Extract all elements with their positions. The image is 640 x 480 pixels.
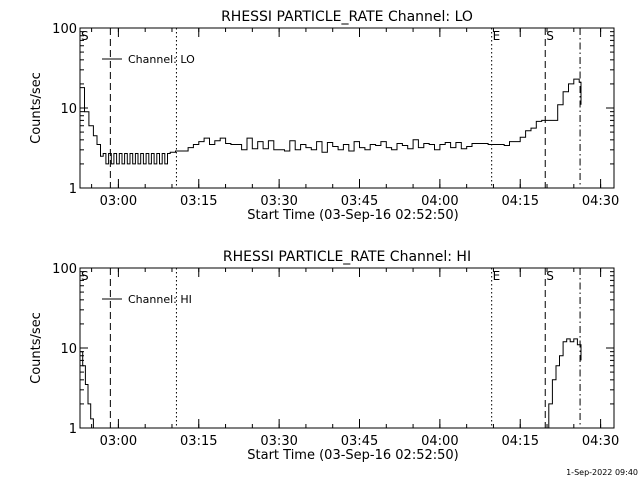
x-tick-label: 04:30 — [582, 194, 619, 209]
legend-entry: Channel: LO — [128, 53, 195, 66]
series-line — [80, 78, 582, 165]
x-tick-label: 04:15 — [502, 434, 539, 449]
series-line — [80, 351, 94, 428]
x-tick-label: 04:00 — [421, 434, 458, 449]
x-tick-label: 03:00 — [100, 434, 137, 449]
y-tick-label: 10 — [60, 102, 77, 117]
x-tick-label: 03:30 — [260, 194, 297, 209]
y-axis-label: Counts/sec — [29, 72, 44, 144]
y-tick-label: 1 — [69, 182, 77, 197]
x-axis-label: Start Time (03-Sep-16 02:52:50) — [247, 208, 458, 223]
x-tick-label: 04:00 — [421, 194, 458, 209]
marker-label: S — [81, 29, 89, 43]
y-tick-label: 1 — [69, 422, 77, 437]
marker-label: S — [546, 269, 554, 283]
x-tick-label: 03:15 — [180, 194, 217, 209]
marker-label: S — [546, 29, 554, 43]
x-tick-label: 04:30 — [582, 434, 619, 449]
chart-title: RHESSI PARTICLE_RATE Channel: HI — [223, 249, 471, 265]
marker-label: E — [493, 29, 501, 43]
footer-timestamp: 1-Sep-2022 09:40 — [566, 468, 638, 477]
series-line — [548, 338, 582, 428]
legend-entry: Channel: HI — [128, 293, 192, 306]
y-tick-label: 10 — [60, 342, 77, 357]
x-tick-label: 03:45 — [341, 194, 378, 209]
x-tick-label: 03:45 — [341, 434, 378, 449]
x-axis-label: Start Time (03-Sep-16 02:52:50) — [247, 448, 458, 463]
panel-hi: RHESSI PARTICLE_RATE Channel: HI 1 10 100 03… — [29, 249, 619, 463]
y-axis-label: Counts/sec — [29, 312, 44, 384]
marker-label: S — [81, 269, 89, 283]
panel-lo: RHESSI PARTICLE_RATE Channel: LO 1 10 100 03… — [29, 9, 619, 223]
x-tick-label: 04:15 — [502, 194, 539, 209]
y-tick-label: 100 — [52, 22, 77, 37]
marker-label: E — [493, 269, 501, 283]
plot-frame — [79, 267, 615, 429]
y-tick-label: 100 — [52, 262, 77, 277]
chart-title: RHESSI PARTICLE_RATE Channel: LO — [221, 9, 473, 25]
x-tick-label: 03:30 — [260, 434, 297, 449]
x-tick-label: 03:00 — [100, 194, 137, 209]
plot-frame — [79, 27, 615, 189]
x-tick-label: 03:15 — [180, 434, 217, 449]
